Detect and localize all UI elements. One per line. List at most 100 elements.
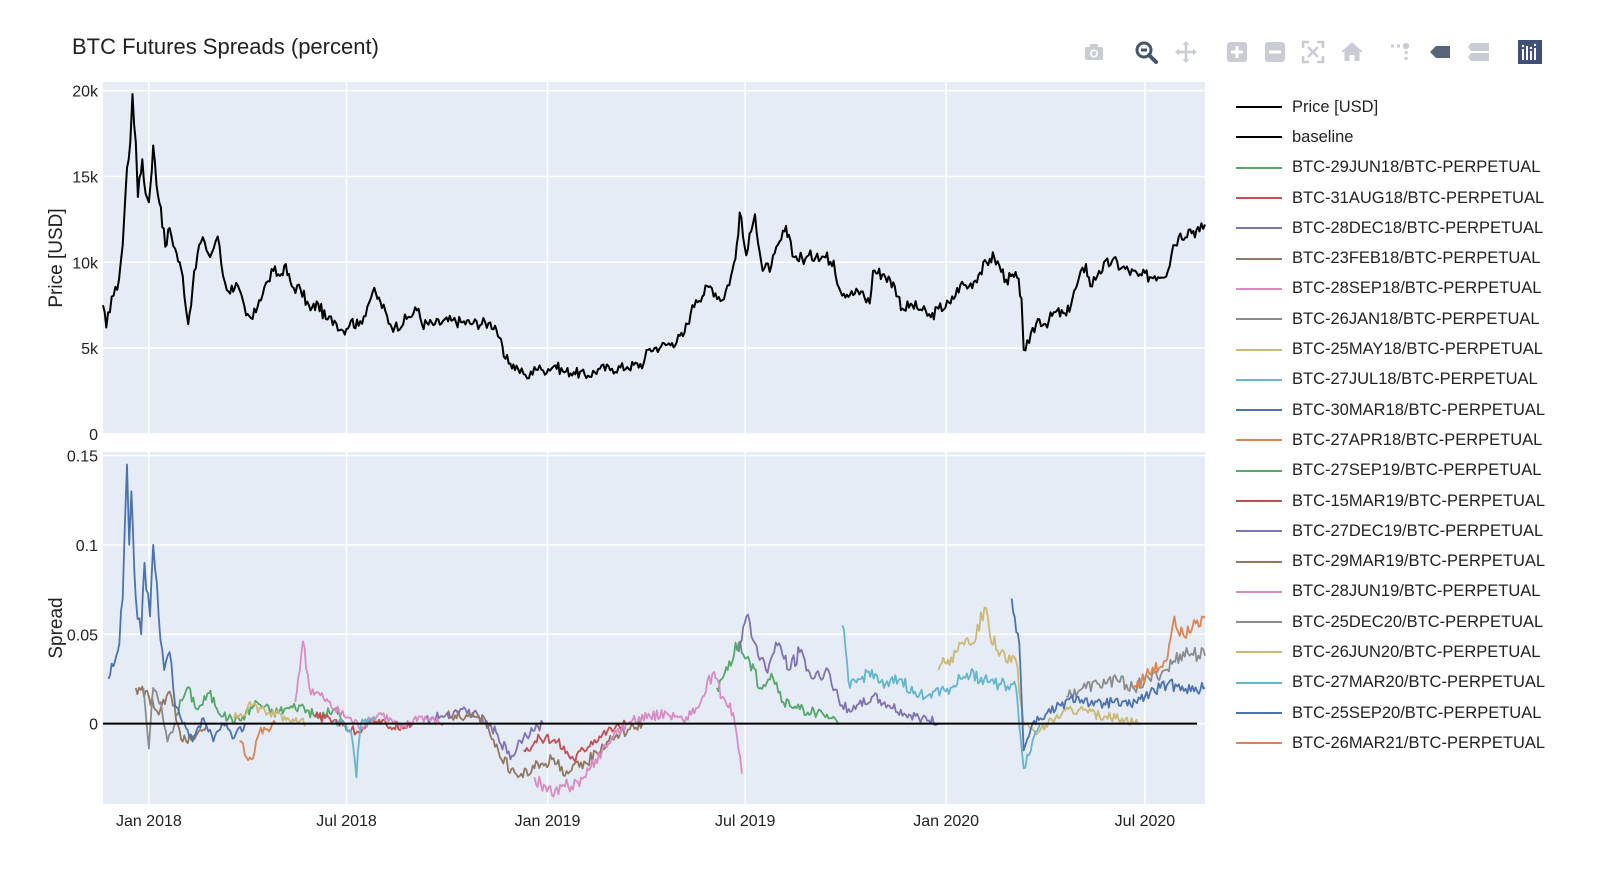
- legend-swatch: [1236, 318, 1282, 321]
- price-y-tick-label: 15k: [72, 169, 99, 186]
- price-y-tick-label: 10k: [72, 255, 99, 272]
- legend-swatch: [1236, 742, 1282, 745]
- legend-label: BTC-26MAR21/BTC-PERPETUAL: [1292, 733, 1546, 752]
- zoom-icon[interactable]: [1132, 38, 1160, 66]
- legend-label: BTC-27MAR20/BTC-PERPETUAL: [1292, 673, 1546, 692]
- spread-line-btc-25sep20-btc-perpetual: [1010, 598, 1206, 752]
- legend-item[interactable]: baseline: [1232, 122, 1592, 152]
- spread-line-btc-27mar20-btc-perpetual: [841, 624, 1041, 770]
- legend-item[interactable]: BTC-31AUG18/BTC-PERPETUAL: [1232, 183, 1592, 213]
- price-y-tick-label: 5k: [81, 341, 99, 358]
- camera-icon[interactable]: [1080, 38, 1108, 66]
- spread-line-btc-28sep18-btc-perpetual: [294, 640, 445, 730]
- legend-label: BTC-27SEP19/BTC-PERPETUAL: [1292, 461, 1542, 480]
- legend-label: BTC-25SEP20/BTC-PERPETUAL: [1292, 703, 1542, 722]
- legend-swatch: [1236, 257, 1282, 260]
- legend-label: BTC-27APR18/BTC-PERPETUAL: [1292, 430, 1543, 449]
- legend-label: BTC-28SEP18/BTC-PERPETUAL: [1292, 279, 1542, 298]
- legend-label: BTC-23FEB18/BTC-PERPETUAL: [1292, 249, 1541, 268]
- spread-line-btc-25may18-btc-perpetual: [233, 701, 307, 727]
- legend-swatch: [1236, 590, 1282, 593]
- modebar: [1080, 38, 1580, 68]
- legend-item[interactable]: BTC-27DEC19/BTC-PERPETUAL: [1232, 516, 1592, 546]
- legend-item[interactable]: BTC-25SEP20/BTC-PERPETUAL: [1232, 698, 1592, 728]
- legend-swatch: [1236, 106, 1282, 109]
- legend-item[interactable]: BTC-27APR18/BTC-PERPETUAL: [1232, 425, 1592, 455]
- spread-y-axis-title: Spread: [46, 597, 67, 658]
- legend-label: BTC-28DEC18/BTC-PERPETUAL: [1292, 218, 1544, 237]
- legend-label: Price [USD]: [1292, 97, 1379, 116]
- price-y-tick-label: 20k: [72, 84, 99, 101]
- legend-swatch: [1236, 712, 1282, 715]
- plotly-logo-icon[interactable]: [1516, 38, 1544, 66]
- legend: Price [USD] baseline BTC-29JUN18/BTC-PERPE…: [1232, 92, 1592, 759]
- legend-swatch: [1236, 500, 1282, 502]
- spread-y-tick-label: 0.15: [67, 449, 98, 466]
- spread-y-tick-label: 0.1: [76, 538, 98, 555]
- top-plot-background: [103, 82, 1205, 434]
- x-tick-label: Jul 2019: [715, 813, 776, 830]
- legend-item[interactable]: BTC-27SEP19/BTC-PERPETUAL: [1232, 456, 1592, 486]
- spread-line-btc-27jul18-btc-perpetual: [333, 717, 376, 779]
- price-panel-lines: [102, 93, 1206, 380]
- legend-swatch: [1236, 560, 1282, 563]
- spread-line-btc-26mar21-btc-perpetual: [1132, 615, 1206, 689]
- legend-item[interactable]: BTC-25MAY18/BTC-PERPETUAL: [1232, 334, 1592, 364]
- legend-label: BTC-31AUG18/BTC-PERPETUAL: [1292, 188, 1545, 207]
- legend-item[interactable]: BTC-26JUN20/BTC-PERPETUAL: [1232, 637, 1592, 667]
- legend-swatch: [1236, 621, 1282, 624]
- bottom-plot-background: [103, 452, 1205, 804]
- price-line: [102, 93, 1206, 380]
- price-y-tick-label: 0: [89, 427, 98, 444]
- spread-line-btc-25dec20-btc-perpetual: [1066, 646, 1206, 700]
- legend-item[interactable]: BTC-27JUL18/BTC-PERPETUAL: [1232, 365, 1592, 395]
- legend-swatch: [1236, 378, 1282, 381]
- legend-item[interactable]: BTC-27MAR20/BTC-PERPETUAL: [1232, 668, 1592, 698]
- legend-swatch: [1236, 227, 1282, 230]
- hover-compare-icon[interactable]: [1464, 38, 1492, 66]
- spread-y-tick-label: 0.05: [67, 627, 98, 644]
- legend-swatch: [1236, 469, 1282, 472]
- legend-item[interactable]: BTC-25DEC20/BTC-PERPETUAL: [1232, 607, 1592, 637]
- legend-swatch: [1236, 287, 1282, 290]
- legend-item[interactable]: Price [USD]: [1232, 92, 1592, 122]
- spread-panel-lines: [103, 463, 1206, 798]
- legend-label: BTC-15MAR19/BTC-PERPETUAL: [1292, 491, 1546, 510]
- reset-axes-icon[interactable]: [1338, 38, 1366, 66]
- chart-title: BTC Futures Spreads (percent): [72, 34, 379, 59]
- legend-label: BTC-25DEC20/BTC-PERPETUAL: [1292, 612, 1544, 631]
- legend-item[interactable]: BTC-26MAR21/BTC-PERPETUAL: [1232, 728, 1592, 758]
- legend-label: BTC-28JUN19/BTC-PERPETUAL: [1292, 582, 1541, 601]
- spike-lines-icon[interactable]: [1386, 38, 1414, 66]
- x-tick-label: Jan 2019: [515, 813, 581, 830]
- legend-swatch: [1236, 166, 1282, 169]
- pan-icon[interactable]: [1172, 38, 1200, 66]
- autoscale-icon[interactable]: [1299, 38, 1327, 66]
- spread-line-btc-27apr18-btc-perpetual: [239, 720, 277, 762]
- spread-y-tick-label: 0: [89, 717, 98, 734]
- spread-line-btc-29mar19-btc-perpetual: [446, 710, 644, 779]
- legend-item[interactable]: BTC-28SEP18/BTC-PERPETUAL: [1232, 274, 1592, 304]
- spread-line-btc-27dec19-btc-perpetual: [737, 613, 941, 726]
- legend-swatch: [1236, 439, 1282, 442]
- legend-item[interactable]: BTC-28JUN19/BTC-PERPETUAL: [1232, 577, 1592, 607]
- legend-item[interactable]: BTC-30MAR18/BTC-PERPETUAL: [1232, 395, 1592, 425]
- legend-item[interactable]: BTC-15MAR19/BTC-PERPETUAL: [1232, 486, 1592, 516]
- legend-label: BTC-30MAR18/BTC-PERPETUAL: [1292, 400, 1546, 419]
- legend-swatch: [1236, 197, 1282, 200]
- chart-canvas[interactable]: Jan 2018 Jul 2018 Jan 2019 Jul 2019 Jan 2020…: [0, 0, 1220, 870]
- zoom-in-icon[interactable]: [1223, 38, 1251, 66]
- spread-line-btc-26jun20-btc-perpetual: [937, 606, 1140, 736]
- legend-swatch: [1236, 409, 1282, 412]
- legend-item[interactable]: BTC-29JUN18/BTC-PERPETUAL: [1232, 153, 1592, 183]
- legend-label: BTC-29MAR19/BTC-PERPETUAL: [1292, 552, 1546, 571]
- legend-label: BTC-29JUN18/BTC-PERPETUAL: [1292, 158, 1541, 177]
- zoom-out-icon[interactable]: [1261, 38, 1289, 66]
- legend-item[interactable]: BTC-28DEC18/BTC-PERPETUAL: [1232, 213, 1592, 243]
- hover-closest-icon[interactable]: [1426, 38, 1454, 66]
- legend-item[interactable]: BTC-26JAN18/BTC-PERPETUAL: [1232, 304, 1592, 334]
- axis-ticks: Jan 2018 Jul 2018 Jan 2019 Jul 2019 Jan 2020…: [67, 84, 1175, 830]
- legend-item[interactable]: BTC-23FEB18/BTC-PERPETUAL: [1232, 243, 1592, 273]
- gridlines: [103, 82, 1205, 804]
- legend-item[interactable]: BTC-29MAR19/BTC-PERPETUAL: [1232, 546, 1592, 576]
